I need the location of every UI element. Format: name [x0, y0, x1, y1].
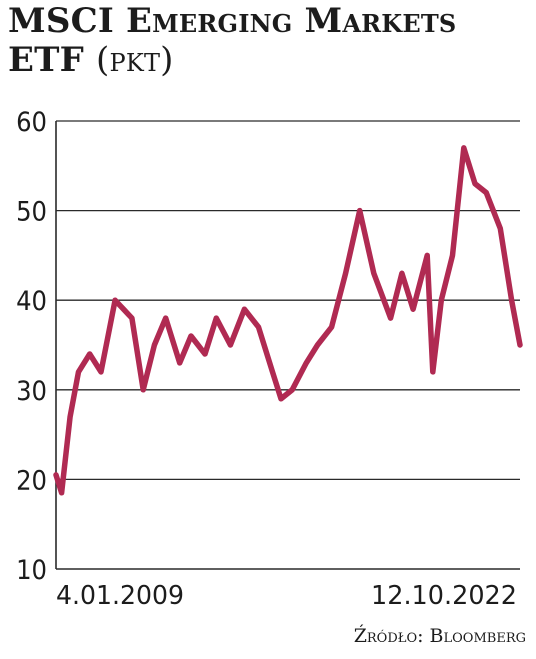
y-tick-label-60: 60: [16, 107, 47, 138]
y-tick-label-40: 40: [16, 286, 47, 317]
title-line2: ETF: [8, 40, 84, 80]
title-line1: MSCI Emerging Markets: [8, 1, 457, 41]
source-note: Źródło: Bloomberg: [353, 625, 526, 647]
y-tick-label-10: 10: [16, 555, 47, 586]
y-tick-label-20: 20: [16, 465, 47, 496]
title-unit: (pkt): [96, 40, 174, 80]
x-tick-label-start: 4.01.2009: [56, 581, 184, 611]
y-tick-label-50: 50: [16, 197, 47, 228]
x-tick-label-end: 12.10.2022: [371, 581, 517, 611]
series-line: [53, 145, 523, 496]
y-tick-label-30: 30: [16, 376, 47, 407]
chart-title: MSCI Emerging Markets ETF (pkt): [8, 2, 528, 80]
